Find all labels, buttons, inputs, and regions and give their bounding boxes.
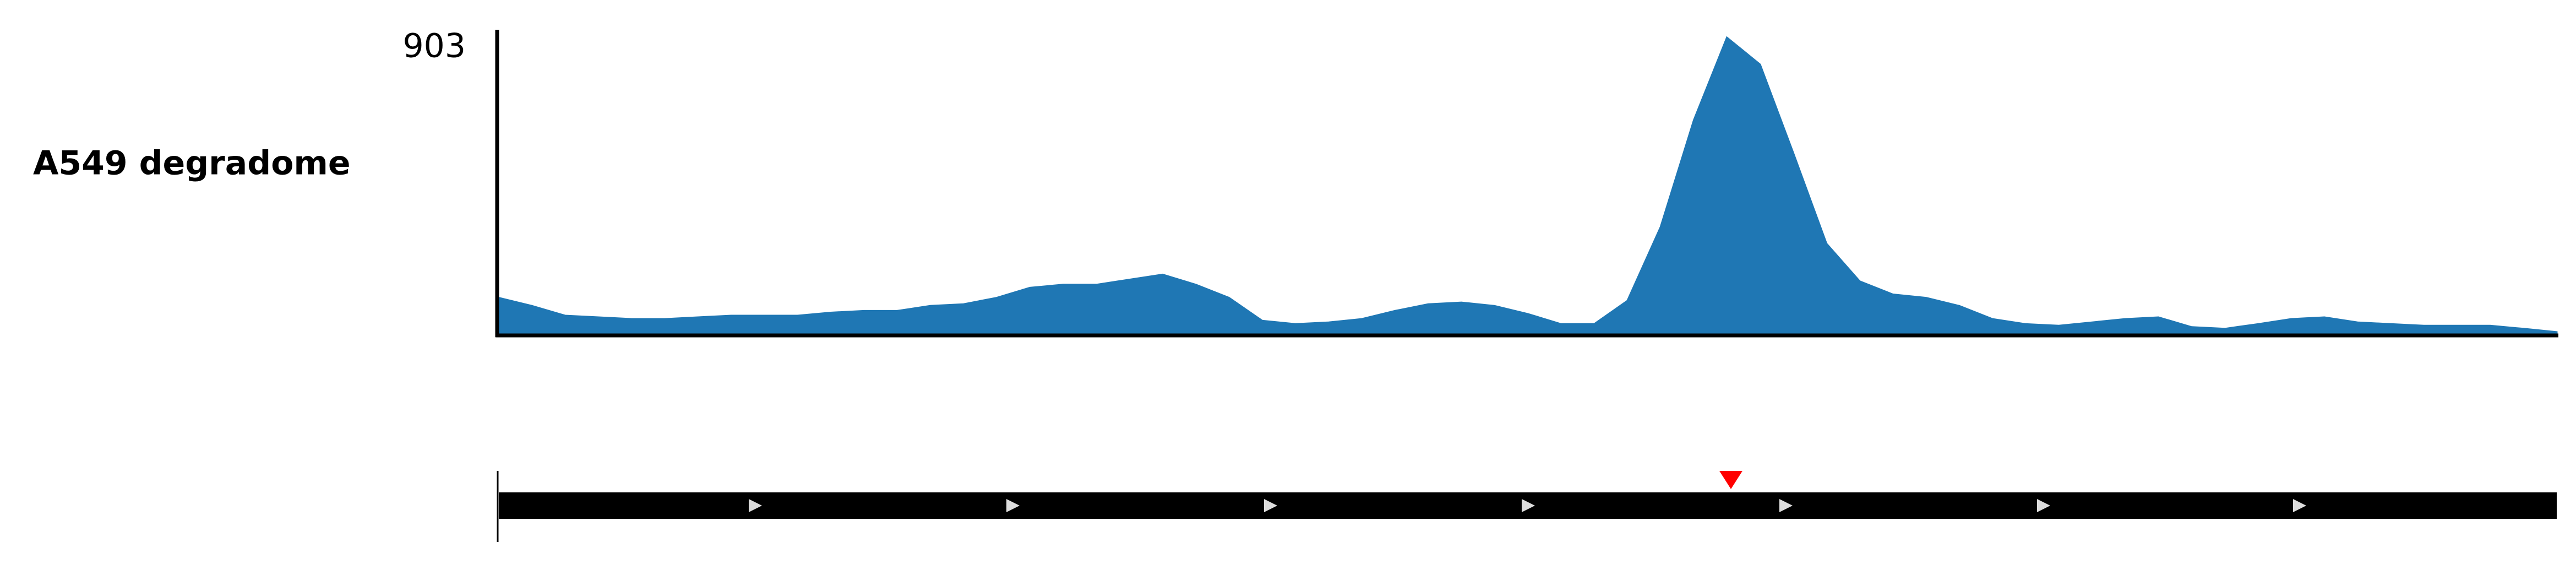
strand-arrow xyxy=(1264,499,1277,512)
strand-arrow xyxy=(1522,499,1535,512)
gene-track xyxy=(497,471,2557,542)
track-label: A549 degradome xyxy=(33,144,351,183)
strand-arrow xyxy=(2293,499,2306,512)
strand-arrow xyxy=(2037,499,2050,512)
site-marker xyxy=(1719,471,1742,489)
plot: 903 xyxy=(402,27,2558,335)
y-tick-label: 903 xyxy=(402,27,466,66)
coverage-area xyxy=(498,36,2558,335)
strand-arrows xyxy=(749,499,2306,512)
strand-arrow xyxy=(1779,499,1793,512)
strand-arrow xyxy=(749,499,762,512)
strand-arrow xyxy=(1006,499,1020,512)
